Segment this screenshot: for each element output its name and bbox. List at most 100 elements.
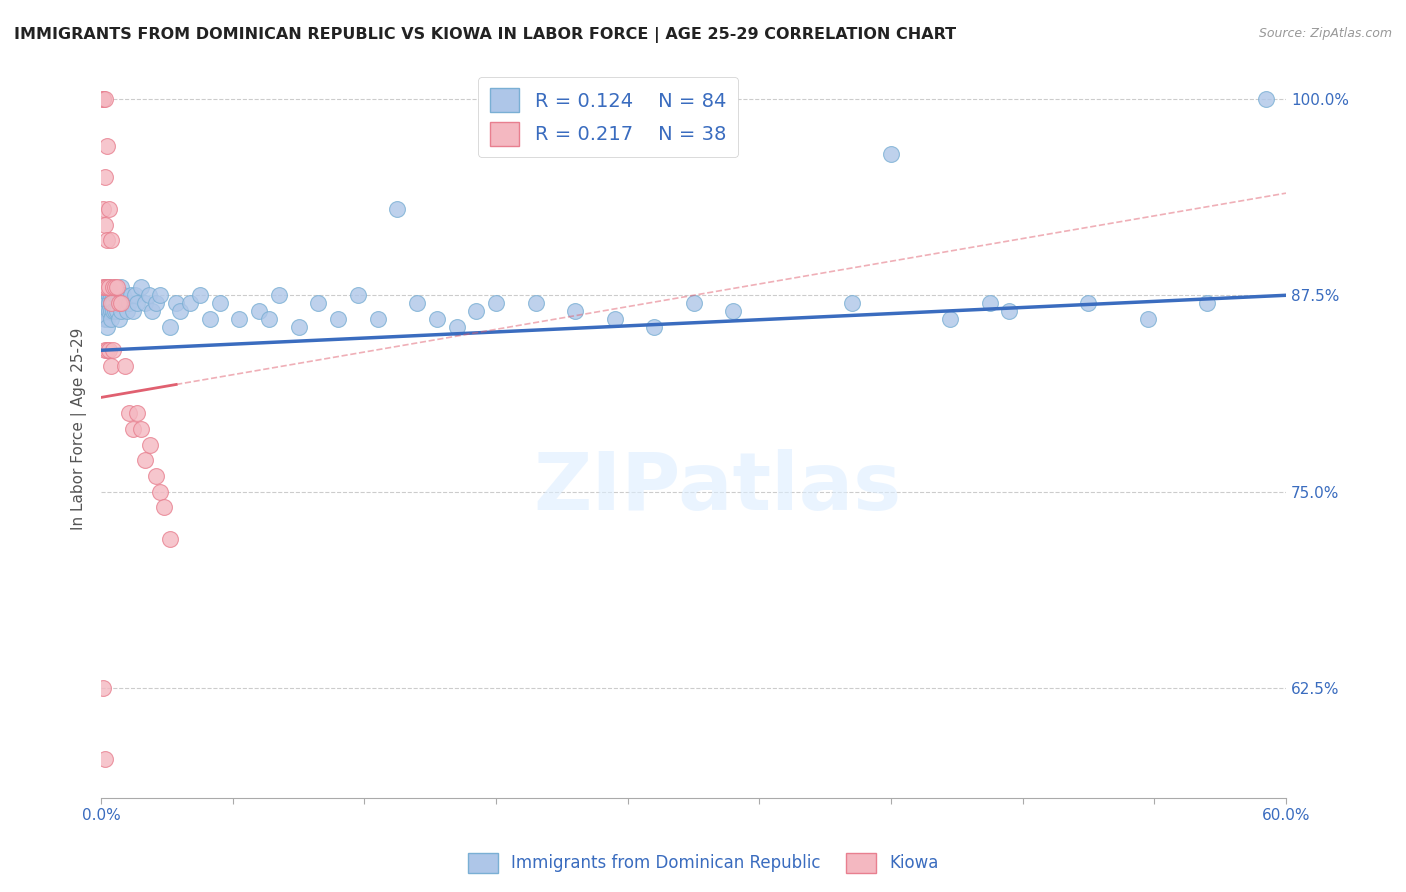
Point bbox=[101, 280, 124, 294]
Point bbox=[114, 359, 136, 373]
Point bbox=[129, 280, 152, 294]
Point bbox=[108, 296, 131, 310]
Legend: Immigrants from Dominican Republic, Kiowa: Immigrants from Dominican Republic, Kiow… bbox=[461, 847, 945, 880]
Point bbox=[96, 343, 118, 358]
Point bbox=[998, 304, 1021, 318]
Point bbox=[91, 202, 114, 216]
Point bbox=[98, 296, 121, 310]
Point bbox=[115, 304, 138, 318]
Point bbox=[153, 500, 176, 515]
Point bbox=[387, 202, 409, 216]
Point bbox=[105, 280, 128, 294]
Point bbox=[465, 304, 488, 318]
Point bbox=[105, 288, 128, 302]
Point bbox=[138, 288, 160, 302]
Point bbox=[179, 296, 201, 310]
Point bbox=[124, 288, 146, 302]
Point bbox=[94, 304, 117, 318]
Point bbox=[287, 319, 309, 334]
Point bbox=[1256, 92, 1278, 106]
Point bbox=[105, 304, 128, 318]
Point bbox=[145, 296, 167, 310]
Point bbox=[91, 280, 114, 294]
Point bbox=[96, 311, 118, 326]
Point bbox=[94, 288, 117, 302]
Point bbox=[524, 296, 547, 310]
Point bbox=[134, 453, 156, 467]
Point bbox=[98, 304, 121, 318]
Point bbox=[367, 311, 389, 326]
Point bbox=[129, 422, 152, 436]
Point bbox=[96, 288, 118, 302]
Point bbox=[208, 296, 231, 310]
Point bbox=[118, 296, 141, 310]
Point bbox=[91, 288, 114, 302]
Point bbox=[880, 147, 903, 161]
Point bbox=[94, 170, 117, 185]
Point bbox=[159, 532, 181, 546]
Point bbox=[446, 319, 468, 334]
Text: ZIPatlas: ZIPatlas bbox=[533, 449, 901, 527]
Point bbox=[426, 311, 449, 326]
Point bbox=[841, 296, 863, 310]
Point bbox=[1195, 296, 1218, 310]
Point bbox=[149, 484, 172, 499]
Point bbox=[169, 304, 191, 318]
Point bbox=[96, 296, 118, 310]
Point bbox=[101, 296, 124, 310]
Point bbox=[120, 288, 142, 302]
Text: IMMIGRANTS FROM DOMINICAN REPUBLIC VS KIOWA IN LABOR FORCE | AGE 25-29 CORRELATI: IMMIGRANTS FROM DOMINICAN REPUBLIC VS KI… bbox=[14, 27, 956, 43]
Point bbox=[91, 288, 114, 302]
Point bbox=[149, 288, 172, 302]
Point bbox=[98, 280, 121, 294]
Point bbox=[104, 304, 127, 318]
Point bbox=[118, 406, 141, 420]
Point bbox=[94, 311, 117, 326]
Point bbox=[1077, 296, 1099, 310]
Point bbox=[165, 296, 187, 310]
Point bbox=[108, 288, 131, 302]
Point bbox=[96, 139, 118, 153]
Point bbox=[96, 280, 118, 294]
Point bbox=[643, 319, 665, 334]
Point bbox=[125, 296, 148, 310]
Point bbox=[100, 311, 122, 326]
Point bbox=[101, 343, 124, 358]
Point bbox=[134, 296, 156, 310]
Point bbox=[98, 280, 121, 294]
Point bbox=[111, 288, 134, 302]
Point bbox=[94, 752, 117, 766]
Point bbox=[108, 311, 131, 326]
Point bbox=[94, 296, 117, 310]
Point bbox=[125, 406, 148, 420]
Point bbox=[91, 92, 114, 106]
Point bbox=[198, 311, 221, 326]
Point bbox=[94, 343, 117, 358]
Point bbox=[94, 92, 117, 106]
Point bbox=[100, 288, 122, 302]
Point bbox=[94, 280, 117, 294]
Point bbox=[406, 296, 429, 310]
Point bbox=[100, 304, 122, 318]
Point bbox=[139, 437, 162, 451]
Point bbox=[267, 288, 290, 302]
Point bbox=[979, 296, 1001, 310]
Point bbox=[307, 296, 329, 310]
Point bbox=[228, 311, 250, 326]
Point bbox=[94, 280, 117, 294]
Point bbox=[326, 311, 349, 326]
Point bbox=[347, 288, 370, 302]
Point bbox=[141, 304, 163, 318]
Point bbox=[110, 296, 132, 310]
Point bbox=[91, 304, 114, 318]
Point bbox=[91, 681, 114, 695]
Point bbox=[145, 469, 167, 483]
Point bbox=[98, 343, 121, 358]
Point bbox=[247, 304, 270, 318]
Point bbox=[100, 359, 122, 373]
Legend: R = 0.124    N = 84, R = 0.217    N = 38: R = 0.124 N = 84, R = 0.217 N = 38 bbox=[478, 77, 738, 157]
Point bbox=[257, 311, 280, 326]
Point bbox=[100, 296, 122, 310]
Point bbox=[100, 233, 122, 247]
Point bbox=[110, 304, 132, 318]
